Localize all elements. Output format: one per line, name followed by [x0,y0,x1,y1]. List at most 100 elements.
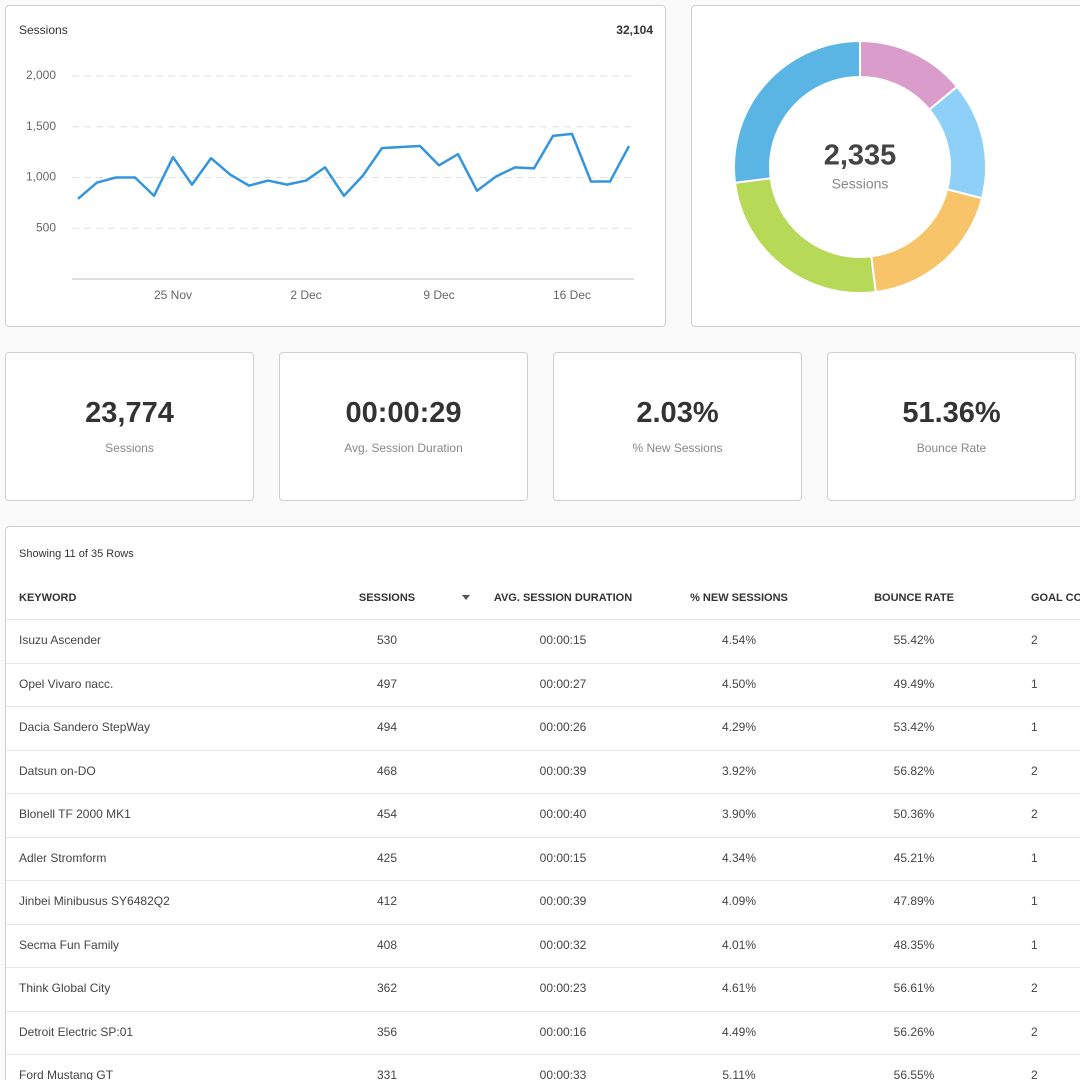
column-header: KEYWORD [19,592,77,604]
donut-center-label: Sessions [832,176,889,192]
table-cell: 2 [1031,1068,1038,1080]
table-cell: 425 [376,850,398,865]
donut-segment [870,188,984,294]
table-cell: 00:00:39 [539,894,587,908]
summary-value: 32,104 [616,23,653,37]
kpi-card: 2.03% % New Sessions [553,352,802,501]
table-cell: 53.42% [893,720,935,734]
table-cell: 5.11% [722,1068,756,1080]
kpi-value: 23,774 [85,397,174,429]
sort-arrow[interactable] [461,594,471,602]
table-cell: 2 [1031,807,1038,821]
table-cell: 2 [1031,1024,1038,1039]
row-separator [6,749,1080,751]
table-cell: 56.82% [893,763,935,778]
table-cell: 1 [1031,894,1038,908]
table-cell: 1 [1031,720,1038,734]
table-cell: Secma Fun Family [19,937,120,952]
column-header: BOUNCE RATE [874,592,954,604]
row-separator [6,880,1080,881]
row-separator [6,619,1080,620]
kpi-card: 23,774 Sessions [5,352,254,501]
table-cell: 00:00:40 [539,807,587,821]
table-cell: 4.34% [721,850,757,865]
table-cell: 1 [1031,850,1038,865]
donut-center-value: 2,335 [824,140,897,172]
row-separator [6,662,1080,664]
table-cell: 468 [376,763,398,778]
table-cell: 48.35% [893,937,935,952]
table-cell: 1 [1031,937,1038,952]
y-tick-label: 500 [36,220,56,234]
table-cell: 4.61% [721,981,757,995]
table-caption: Showing 11 of 35 Rows [19,548,134,560]
table-cell: Ford Mustang GT [19,1068,114,1080]
table-cell: Isuzu Ascender [19,633,102,647]
kpi-card: 00:00:29 Avg. Session Duration [279,352,528,501]
table-cell: 497 [376,676,398,691]
donut-card: 2,335 Sessions [691,5,1080,327]
kpi-value: 51.36% [902,397,1001,429]
line-card: Sessions 32,104 500 1,000 1,500 2,000 25 Nov 2 … [5,5,666,327]
table-cell: 00:00:32 [539,937,587,952]
x-tick-label: 9 Dec [423,288,454,302]
kpi-value: 00:00:29 [345,397,462,429]
table-cell: 50.36% [893,807,935,821]
table-cell: 49.49% [893,676,935,691]
table-cell: 00:00:23 [539,981,587,995]
table-cell: 00:00:15 [539,633,587,647]
table-cell: 47.89% [893,894,935,908]
kpi-card: 51.36% Bounce Rate [827,352,1076,501]
table-cell: 4.49% [721,1024,757,1039]
row-separator [6,1054,1080,1055]
table-cell: 2 [1031,633,1038,647]
table-cell: 356 [376,1024,398,1039]
table-cell: 408 [376,937,398,952]
table-cell: 45.21% [893,850,935,865]
x-tick-label: 25 Nov [154,288,192,302]
table-cell: 2 [1031,763,1038,778]
table-cell: 4.50% [721,676,757,691]
table-cell: 3.92% [721,763,757,778]
donut-chart: 2,335 Sessions [733,39,987,294]
row-separator [6,1010,1080,1012]
table-cell: 331 [376,1068,398,1080]
table-cell: 454 [376,807,398,821]
table-cell: Jinbei Minibusus SY6482Q2 [19,894,170,908]
table-cell: 4.29% [721,720,757,734]
column-header: SESSIONS [358,592,416,604]
table-cell: Dacia Sandero StepWay [19,720,150,734]
table-cell: 362 [376,981,398,995]
row-separator [6,923,1080,925]
kpi-label: Sessions [105,441,154,455]
donut-segment [927,85,987,200]
column-header: AVG. SESSION DURATION [493,592,633,604]
row-separator [6,836,1080,838]
table-cell: 55.42% [893,633,935,647]
table-cell: Detroit Electric SP:01 [19,1024,134,1039]
table-cell: Opel Vivaro пасс. [19,676,114,691]
y-tick-label: 2,000 [26,68,56,82]
table-cell: 412 [376,894,398,908]
table-cell: Datsun on-DO [19,763,96,778]
table-cell: 00:00:26 [539,720,587,734]
table-cell: 2 [1031,981,1038,995]
table-cell: 56.61% [893,981,935,995]
table-cell: 1 [1031,676,1038,691]
table-cell: 00:00:27 [539,676,587,691]
y-tick-label: 1,500 [26,119,56,133]
table-cell: 00:00:15 [539,850,587,865]
table-cell: Adler Stromform [19,850,107,865]
table-cell: 56.26% [893,1024,935,1039]
table-cell: 530 [376,633,398,647]
x-tick-label: 2 Dec [290,288,321,302]
table-cell: 3.90% [721,807,757,821]
table-cell: 494 [376,720,398,734]
table-cell: 4.01% [721,937,757,952]
row-separator [6,706,1080,707]
line-series [77,132,631,200]
column-header: % NEW SESSIONS [690,592,788,604]
row-separator [6,967,1080,968]
column-header: GOAL CO [1031,592,1080,604]
